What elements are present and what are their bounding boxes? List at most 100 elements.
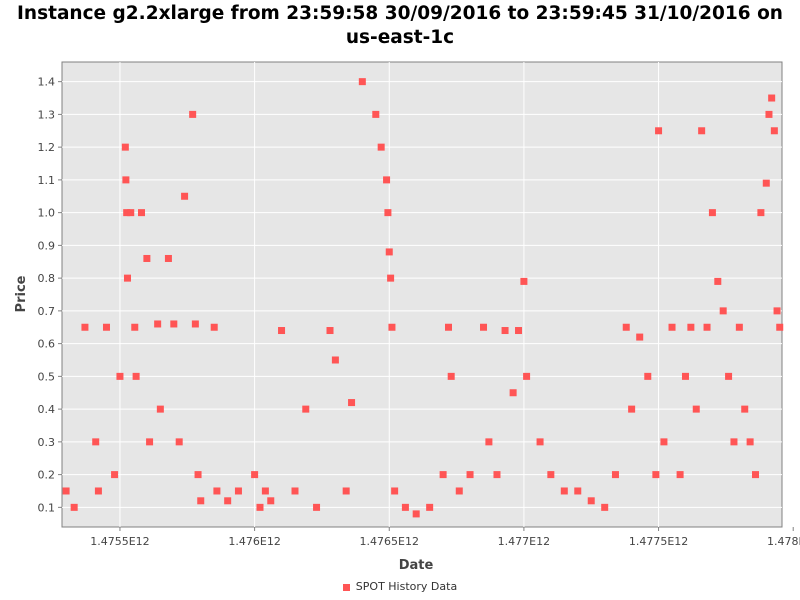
data-point xyxy=(224,497,232,505)
data-point xyxy=(692,405,700,413)
data-point xyxy=(455,487,463,495)
data-point xyxy=(687,323,695,331)
data-point xyxy=(547,471,555,479)
data-point xyxy=(660,438,668,446)
data-point xyxy=(385,248,393,256)
data-point xyxy=(326,327,334,335)
data-point xyxy=(741,405,749,413)
data-point xyxy=(372,110,380,118)
data-point xyxy=(480,323,488,331)
x-tick-label: 1.476E12 xyxy=(228,535,280,548)
y-tick-label: 0.5 xyxy=(38,370,56,383)
data-point xyxy=(194,471,202,479)
legend-swatch xyxy=(342,583,350,591)
data-point xyxy=(773,307,781,315)
data-points xyxy=(62,78,784,518)
data-point xyxy=(358,78,366,86)
data-point xyxy=(121,143,129,151)
data-point xyxy=(765,110,773,118)
y-tick-label: 0.3 xyxy=(38,436,56,449)
data-point xyxy=(719,307,727,315)
y-tick-label: 1.3 xyxy=(38,108,56,121)
data-point xyxy=(62,487,70,495)
data-point xyxy=(762,179,770,187)
data-point xyxy=(388,323,396,331)
plot-area xyxy=(61,61,783,528)
data-point xyxy=(102,323,110,331)
data-point xyxy=(768,94,776,102)
y-axis-title: Price xyxy=(14,275,29,312)
chart-title: Instance g2.2xlarge from 23:59:58 30/09/… xyxy=(0,2,800,50)
data-point xyxy=(560,487,568,495)
data-point xyxy=(164,254,172,262)
data-point xyxy=(377,143,385,151)
data-point xyxy=(111,471,119,479)
y-tick-label: 0.7 xyxy=(38,305,56,318)
y-axis: 0.1 0.2 0.3 0.4 0.5 0.6 0.7 0.8 0.9 1.0 1.1 1.2 1.3 1… xyxy=(38,76,62,514)
data-point xyxy=(412,510,420,518)
data-point xyxy=(401,503,409,511)
data-point xyxy=(466,471,474,479)
y-tick-label: 0.1 xyxy=(38,501,56,514)
data-point xyxy=(123,209,131,217)
data-point xyxy=(636,333,644,341)
data-point xyxy=(652,471,660,479)
x-tick-label: 1.477E12 xyxy=(498,535,550,548)
y-tick-label: 0.8 xyxy=(38,272,56,285)
data-point xyxy=(501,327,509,335)
data-point xyxy=(122,176,130,184)
data-point xyxy=(131,323,139,331)
data-point xyxy=(278,327,286,335)
legend-label: SPOT History Data xyxy=(355,580,458,593)
data-point xyxy=(94,487,102,495)
data-point xyxy=(746,438,754,446)
data-point xyxy=(493,471,501,479)
y-tick-label: 0.9 xyxy=(38,239,56,252)
data-point xyxy=(644,372,652,380)
data-point xyxy=(384,209,392,217)
data-point xyxy=(342,487,350,495)
data-point xyxy=(191,320,199,328)
y-tick-label: 0.6 xyxy=(38,338,56,351)
x-tick-label: 1.4775E12 xyxy=(629,535,688,548)
data-point xyxy=(628,405,636,413)
data-point xyxy=(574,487,582,495)
data-point xyxy=(752,471,760,479)
data-point xyxy=(757,209,765,217)
data-point xyxy=(387,274,395,282)
data-point xyxy=(703,323,711,331)
chart-title-line1: Instance g2.2xlarge from 23:59:58 30/09/… xyxy=(17,3,783,24)
data-point xyxy=(708,209,716,217)
data-point xyxy=(234,487,242,495)
y-tick-label: 1.1 xyxy=(38,174,56,187)
data-point xyxy=(256,503,264,511)
data-point xyxy=(348,399,356,407)
data-point xyxy=(676,471,684,479)
data-point xyxy=(770,127,778,135)
data-point xyxy=(523,372,531,380)
legend: SPOT History Data xyxy=(0,580,800,593)
data-point xyxy=(154,320,162,328)
data-point xyxy=(146,438,154,446)
data-point xyxy=(622,323,630,331)
data-point xyxy=(655,127,663,135)
x-tick-label: 1.478E12 xyxy=(767,535,800,548)
data-point xyxy=(776,323,784,331)
data-point xyxy=(520,277,528,285)
data-point xyxy=(210,323,218,331)
y-tick-label: 1.2 xyxy=(38,141,56,154)
x-tick-label: 1.4755E12 xyxy=(90,535,149,548)
data-point xyxy=(601,503,609,511)
x-tick-label: 1.4765E12 xyxy=(360,535,419,548)
data-point xyxy=(123,274,131,282)
data-point xyxy=(439,471,447,479)
data-point xyxy=(70,503,78,511)
data-point xyxy=(189,110,197,118)
data-point xyxy=(445,323,453,331)
data-point xyxy=(197,497,205,505)
data-point xyxy=(302,405,310,413)
data-point xyxy=(313,503,321,511)
data-point xyxy=(156,405,164,413)
data-point xyxy=(515,327,523,335)
